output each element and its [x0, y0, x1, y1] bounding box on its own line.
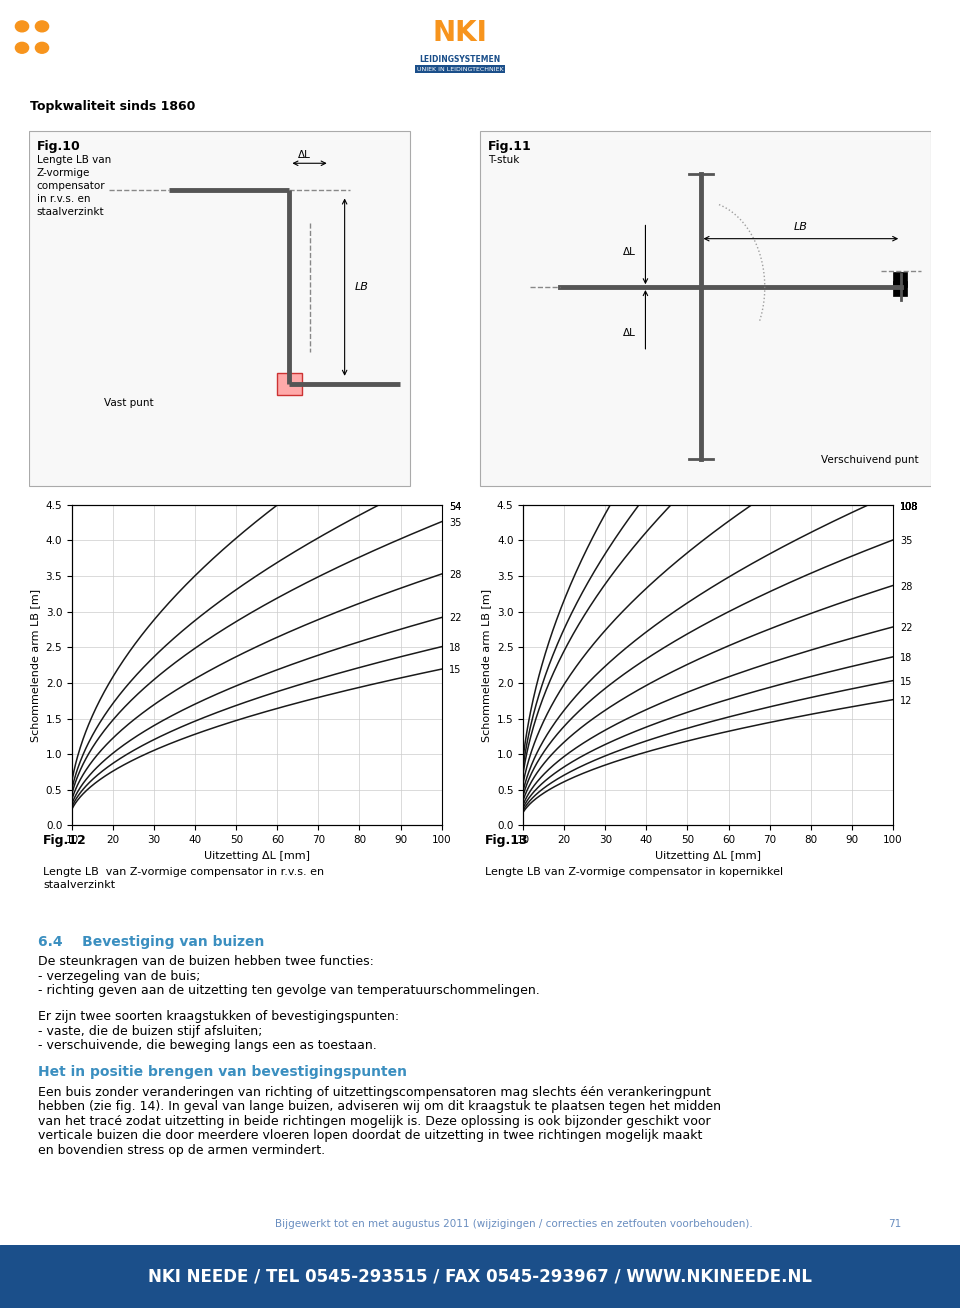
Text: Fig.12: Fig.12: [43, 835, 87, 848]
Text: LB: LB: [354, 283, 369, 292]
Text: Lengte LB van Z-vormige compensator in kopernikkel: Lengte LB van Z-vormige compensator in k…: [485, 867, 783, 876]
Text: Vast punt: Vast punt: [105, 398, 154, 408]
Bar: [390, 4, 530, 78]
Text: NKI NEEDE / TEL 0545-293515 / FAX 0545-293967 / WWW.NKINEEDE.NL: NKI NEEDE / TEL 0545-293515 / FAX 0545-2…: [148, 1267, 812, 1286]
Text: Fig.13: Fig.13: [485, 835, 529, 848]
Text: Topkwaliteit sinds 1860: Topkwaliteit sinds 1860: [30, 99, 196, 112]
Text: Fig.11: Fig.11: [488, 140, 532, 153]
Text: 6.4    Bevestiging van buizen: 6.4 Bevestiging van buizen: [38, 935, 265, 950]
Text: Verschuivend punt: Verschuivend punt: [821, 455, 919, 464]
Text: ΔL: ΔL: [299, 150, 311, 160]
Text: Er zijn twee soorten kraagstukken of bevestigingspunten:: Er zijn twee soorten kraagstukken of bev…: [38, 1010, 399, 1023]
Bar: [29, 131, 410, 487]
Bar: [893, 281, 907, 296]
Bar: [480, 131, 931, 487]
Circle shape: [30, 17, 54, 37]
Circle shape: [15, 42, 29, 54]
Circle shape: [10, 38, 34, 58]
Text: TECHNISCHE DOCUMENTATIE: TECHNISCHE DOCUMENTATIE: [590, 43, 774, 56]
Text: UNIEK IN LEIDINGTECHNIEK: UNIEK IN LEIDINGTECHNIEK: [417, 67, 503, 72]
Text: bonfix: bonfix: [62, 20, 190, 54]
Circle shape: [36, 21, 49, 31]
Text: LEIDINGSYSTEMEN: LEIDINGSYSTEMEN: [420, 55, 500, 64]
Circle shape: [30, 38, 54, 58]
Text: ΔL: ΔL: [623, 327, 636, 337]
Text: en bovendien stress op de armen vermindert.: en bovendien stress op de armen verminde…: [38, 1143, 325, 1156]
Circle shape: [15, 21, 29, 31]
Bar: [893, 272, 907, 288]
Text: van het tracé zodat uitzetting in beide richtingen mogelijk is. Deze oplossing i: van het tracé zodat uitzetting in beide …: [38, 1114, 711, 1127]
Text: verticale buizen die door meerdere vloeren lopen doordat de uitzetting in twee r: verticale buizen die door meerdere vloer…: [38, 1129, 703, 1142]
Text: - verzegeling van de buis;: - verzegeling van de buis;: [38, 969, 201, 982]
Text: LB: LB: [794, 222, 807, 232]
Text: BONFIX® PRESSFITTINGEN: BONFIX® PRESSFITTINGEN: [590, 16, 802, 30]
Y-axis label: Schommelende arm LB [m]: Schommelende arm LB [m]: [481, 589, 492, 742]
Text: - vaste, die de buizen stijf afsluiten;: - vaste, die de buizen stijf afsluiten;: [38, 1025, 263, 1037]
Text: De steunkragen van de buizen hebben twee functies:: De steunkragen van de buizen hebben twee…: [38, 955, 374, 968]
Y-axis label: Schommelende arm LB [m]: Schommelende arm LB [m]: [30, 589, 40, 742]
Text: Fig.10: Fig.10: [36, 140, 81, 153]
Text: Lengte LB van
Z-vormige
compensator
in r.v.s. en
staalverzinkt: Lengte LB van Z-vormige compensator in r…: [36, 154, 111, 217]
Text: - richting geven aan de uitzetting ten gevolge van temperatuurschommelingen.: - richting geven aan de uitzetting ten g…: [38, 985, 540, 997]
Bar: [277, 373, 301, 395]
Text: hebben (zie fig. 14). In geval van lange buizen, adviseren wij om dit kraagstuk : hebben (zie fig. 14). In geval van lange…: [38, 1100, 721, 1113]
X-axis label: Uitzetting ΔL [mm]: Uitzetting ΔL [mm]: [655, 850, 761, 861]
Text: T-stuk: T-stuk: [488, 154, 519, 165]
Text: ΔL: ΔL: [623, 247, 636, 256]
Text: 71: 71: [888, 1219, 901, 1230]
Text: ®: ®: [185, 17, 198, 30]
Circle shape: [10, 17, 34, 37]
X-axis label: Uitzetting ΔL [mm]: Uitzetting ΔL [mm]: [204, 850, 310, 861]
Text: NKI: NKI: [433, 18, 488, 47]
Circle shape: [36, 42, 49, 54]
Text: Bijgewerkt tot en met augustus 2011 (wijzigingen / correcties en zetfouten voorb: Bijgewerkt tot en met augustus 2011 (wij…: [275, 1219, 753, 1230]
Text: Lengte LB  van Z-vormige compensator in r.v.s. en
staalverzinkt: Lengte LB van Z-vormige compensator in r…: [43, 867, 324, 891]
Text: - verschuivende, die beweging langs een as toestaan.: - verschuivende, die beweging langs een …: [38, 1040, 377, 1053]
Text: Het in positie brengen van bevestigingspunten: Het in positie brengen van bevestigingsp…: [38, 1066, 407, 1079]
Text: Een buis zonder veranderingen van richting of uitzettingscompensatoren mag slech: Een buis zonder veranderingen van richti…: [38, 1086, 711, 1099]
